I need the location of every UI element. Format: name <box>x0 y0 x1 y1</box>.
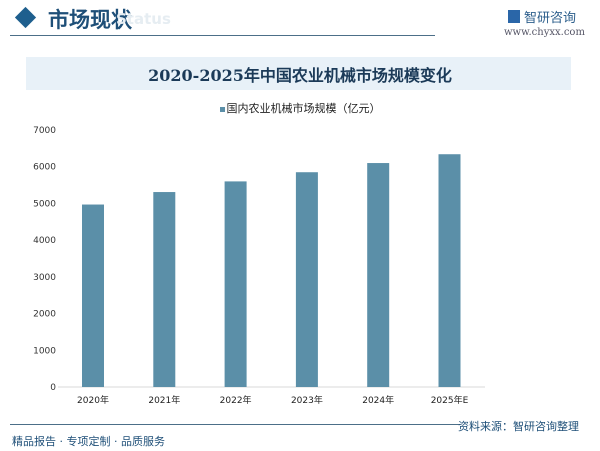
brand-url: www.chyxx.com <box>504 27 585 38</box>
section-subtitle: Status <box>116 10 171 28</box>
section-title: 市场现状 <box>48 7 132 32</box>
y-tick-label: 5000 <box>33 199 56 209</box>
bar <box>153 192 176 387</box>
legend-label: 国内农业机械市场规模（亿元） <box>226 102 381 115</box>
y-tick-label: 1000 <box>33 346 56 356</box>
y-tick-label: 6000 <box>33 163 56 173</box>
x-tick-label: 2024年 <box>362 394 394 406</box>
footer-tagline: 精品报告 · 专项定制 · 品质服务 <box>12 435 165 448</box>
y-tick-label: 3000 <box>33 273 56 283</box>
footer-divider <box>10 424 460 425</box>
chart-title: 2020-2025年中国农业机械市场规模变化 <box>148 66 452 85</box>
brand-name: 智研咨询 <box>524 11 577 26</box>
x-tick-label: 2025年E <box>431 394 469 406</box>
y-tick-label: 4000 <box>33 236 56 246</box>
bar <box>82 204 104 387</box>
brand-logo-icon <box>508 10 520 23</box>
y-tick-label: 0 <box>50 383 56 393</box>
bar <box>224 181 247 387</box>
header-divider <box>10 35 435 36</box>
x-tick-label: 2020年 <box>77 394 109 406</box>
legend: 国内农业机械市场规模（亿元） <box>0 100 600 116</box>
brand-logo: 智研咨询 <box>508 7 576 26</box>
bar <box>367 163 390 387</box>
x-tick-label: 2022年 <box>220 394 252 406</box>
y-tick-label: 7000 <box>33 126 56 136</box>
x-tick-label: 2021年 <box>148 394 180 406</box>
source-note: 资料来源：智研咨询整理 <box>458 420 579 433</box>
bar <box>295 172 318 387</box>
y-tick-label: 2000 <box>33 310 56 320</box>
bar <box>438 154 461 387</box>
x-tick-label: 2023年 <box>291 394 323 406</box>
chart-title-band <box>26 57 571 90</box>
legend-swatch <box>219 106 225 112</box>
